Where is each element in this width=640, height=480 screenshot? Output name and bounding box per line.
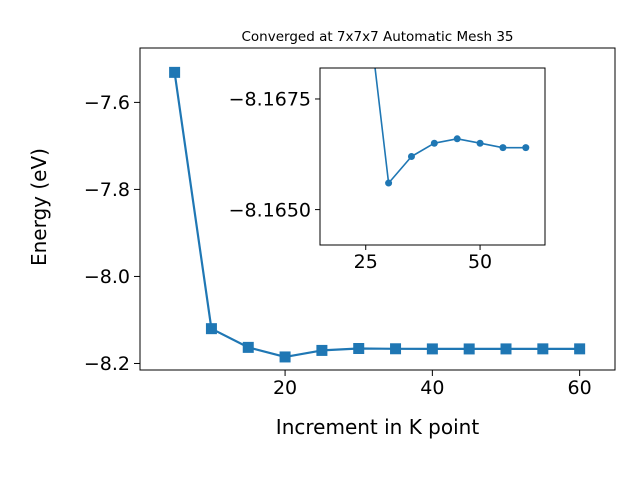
- main-axes-x-tick-label: 60: [568, 377, 592, 399]
- inset-axes-marker: [522, 144, 530, 152]
- inset-axes-marker: [430, 139, 438, 147]
- main-axes-marker: [169, 66, 181, 78]
- x-axis-label: Increment in K point: [275, 415, 480, 439]
- main-axes-spines: [139, 47, 616, 371]
- inset-axes-y-tick-label: −8.1675: [229, 89, 311, 111]
- main-axes-series: [169, 66, 586, 363]
- main-axes-line: [173, 72, 580, 358]
- main-axes-marker: [537, 343, 549, 355]
- main-axes-marker: [353, 343, 365, 355]
- main-axes-y-tick-label: −8.2: [84, 353, 130, 375]
- main-axes-marker: [463, 343, 475, 355]
- main-axes-marker: [205, 323, 217, 335]
- main-axes-y-tick-label: −7.8: [84, 179, 130, 201]
- inset-axes-marker: [476, 139, 484, 147]
- main-axes-marker: [316, 344, 328, 356]
- main-axes-y-tick-label: −7.6: [84, 92, 130, 114]
- main-axes-marker: [279, 351, 291, 363]
- chart-title: Converged at 7x7x7 Automatic Mesh 35: [241, 29, 514, 45]
- inset-axes-background: [320, 68, 545, 245]
- inset-axes-x-tick-label: 50: [468, 251, 492, 273]
- main-axes-marker: [242, 341, 254, 353]
- main-axes-y-tick-label: −8.0: [84, 266, 130, 288]
- main-axes-marker: [426, 343, 438, 355]
- inset-axes: 25 50 −8.1675 −8.1650: [229, 67, 546, 273]
- inset-axes-line: [374, 68, 526, 184]
- main-axes-marker: [500, 343, 512, 355]
- main-axes-x-tick-label: 20: [273, 377, 297, 399]
- inset-axes-series: [374, 68, 530, 187]
- inset-axes-spines: [319, 67, 546, 246]
- inset-axes-marker: [453, 135, 461, 143]
- main-axes-marker: [574, 343, 586, 355]
- inset-axes-marker: [407, 153, 415, 160]
- main-axes-x-tick-label: 40: [420, 377, 444, 399]
- y-axis-label: Energy (eV): [27, 148, 51, 266]
- inset-axes-y-tick-label: −8.1650: [229, 199, 311, 221]
- inset-axes-marker: [499, 144, 507, 152]
- inset-axes-x-tick-label: 25: [354, 251, 378, 273]
- inset-axes-marker: [385, 179, 393, 187]
- main-axes-marker: [390, 343, 402, 355]
